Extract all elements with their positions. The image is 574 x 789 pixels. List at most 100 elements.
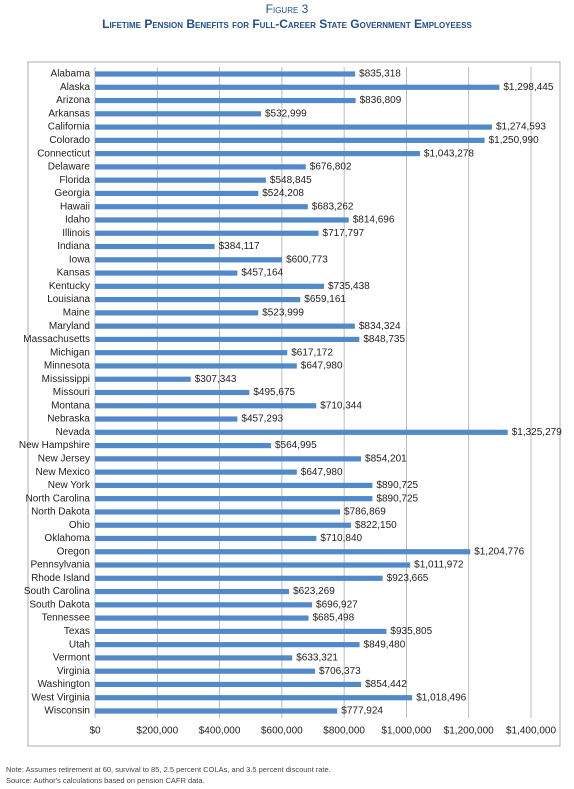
- y-tick-label: Rhode Island: [31, 573, 90, 584]
- y-tick-label: Kansas: [57, 268, 90, 279]
- bar: [95, 97, 356, 104]
- bar: [95, 442, 271, 449]
- bar: [95, 297, 301, 303]
- bar: [95, 257, 283, 263]
- y-tick-label: Tennessee: [42, 613, 91, 624]
- value-label: $1,250,990: [489, 135, 539, 146]
- y-tick-label: Hawaii: [60, 201, 90, 212]
- value-label: $564,995: [275, 440, 317, 451]
- value-label: $696,927: [316, 599, 358, 610]
- value-label: $786,869: [344, 507, 386, 518]
- x-tick-label: $1,000,000: [381, 726, 431, 737]
- y-tick-label: Alaska: [60, 82, 90, 93]
- bar: [95, 602, 313, 608]
- source: Source: Author's calculations based on p…: [6, 776, 205, 785]
- bar: [95, 336, 360, 343]
- y-tick-label: Pennsylvania: [31, 560, 91, 571]
- bar: [95, 124, 492, 130]
- value-label: $676,802: [310, 162, 352, 173]
- value-label: $1,011,972: [414, 560, 464, 571]
- y-tick-label: West Virginia: [31, 692, 90, 703]
- value-label: $683,262: [312, 201, 354, 212]
- y-tick-label: Minnesota: [44, 361, 91, 372]
- bar: [95, 111, 261, 117]
- y-tick-label: Kentucky: [49, 281, 90, 292]
- value-label: $835,318: [359, 69, 401, 80]
- value-label: $495,675: [253, 387, 295, 398]
- value-label: $384,117: [219, 241, 260, 252]
- value-label: $685,498: [312, 613, 354, 624]
- y-tick-label: Michigan: [50, 347, 90, 358]
- y-tick-label: Massachusetts: [23, 334, 90, 345]
- x-tick-label: $1,200,000: [444, 726, 494, 737]
- bar: [95, 642, 360, 648]
- value-label: $717,797: [323, 228, 365, 239]
- value-label: $890,725: [376, 493, 418, 504]
- value-label: $935,805: [390, 626, 432, 637]
- bar: [95, 549, 471, 555]
- bar: [95, 230, 319, 236]
- y-tick-label: Maryland: [49, 321, 90, 332]
- value-label: $647,980: [301, 467, 343, 478]
- bar: [95, 323, 355, 329]
- bar: [95, 164, 306, 170]
- y-tick-label: Indiana: [57, 241, 90, 252]
- bar: [95, 217, 349, 223]
- x-tick-label: $200,000: [136, 726, 178, 737]
- bar: [95, 151, 420, 157]
- value-label: $854,201: [365, 453, 407, 464]
- y-tick-label: California: [48, 122, 91, 133]
- value-label: $710,344: [320, 400, 362, 411]
- y-tick-label: Arizona: [56, 95, 90, 106]
- value-label: $890,725: [376, 480, 418, 491]
- value-label: $735,438: [328, 281, 370, 292]
- bar: [95, 270, 238, 276]
- y-tick-label: Alabama: [51, 69, 91, 80]
- y-tick-label: New Mexico: [36, 467, 91, 478]
- value-label: $1,298,445: [503, 82, 553, 93]
- value-label: $836,809: [360, 95, 402, 106]
- bar: [95, 469, 297, 475]
- bar: [95, 350, 288, 356]
- bar: [95, 429, 508, 435]
- y-tick-label: Delaware: [48, 162, 91, 173]
- y-tick-label: Virginia: [57, 666, 91, 677]
- bar: [95, 708, 338, 714]
- x-tick-label: $1,400,000: [506, 726, 556, 737]
- value-label: $1,274,593: [496, 122, 546, 133]
- bar: [95, 668, 315, 674]
- y-tick-label: Nebraska: [47, 414, 90, 425]
- y-tick-label: Missouri: [53, 387, 90, 398]
- bar: [95, 575, 383, 581]
- y-tick-label: South Dakota: [29, 599, 90, 610]
- y-tick-label: Wisconsin: [44, 706, 90, 717]
- value-label: $647,980: [301, 361, 343, 372]
- x-tick-label: $800,000: [323, 726, 365, 737]
- y-tick-label: South Carolina: [24, 586, 91, 597]
- plot-frame: [27, 61, 561, 747]
- value-label: $659,161: [304, 294, 346, 305]
- bar: [95, 416, 238, 422]
- y-tick-label: Oklahoma: [44, 533, 90, 544]
- y-tick-label: Arkansas: [48, 108, 90, 119]
- value-label: $623,269: [293, 586, 335, 597]
- bar: [95, 681, 362, 688]
- bar: [95, 588, 290, 595]
- y-tick-label: Connecticut: [37, 148, 90, 159]
- bar: [95, 190, 259, 197]
- bar: [95, 615, 309, 621]
- y-tick-label: Mississippi: [42, 374, 90, 385]
- x-tick-label: $0: [89, 726, 101, 737]
- value-label: $532,999: [265, 108, 307, 119]
- y-tick-label: Nevada: [56, 427, 91, 438]
- x-tick-label: $600,000: [261, 726, 303, 737]
- value-label: $814,696: [353, 215, 395, 226]
- bar: [95, 84, 500, 90]
- y-tick-label: New Jersey: [38, 453, 90, 464]
- value-label: $848,735: [363, 334, 405, 345]
- bar: [95, 177, 266, 183]
- value-label: $457,164: [241, 268, 283, 279]
- y-tick-label: Washington: [38, 679, 90, 690]
- y-tick-label: Georgia: [54, 188, 90, 199]
